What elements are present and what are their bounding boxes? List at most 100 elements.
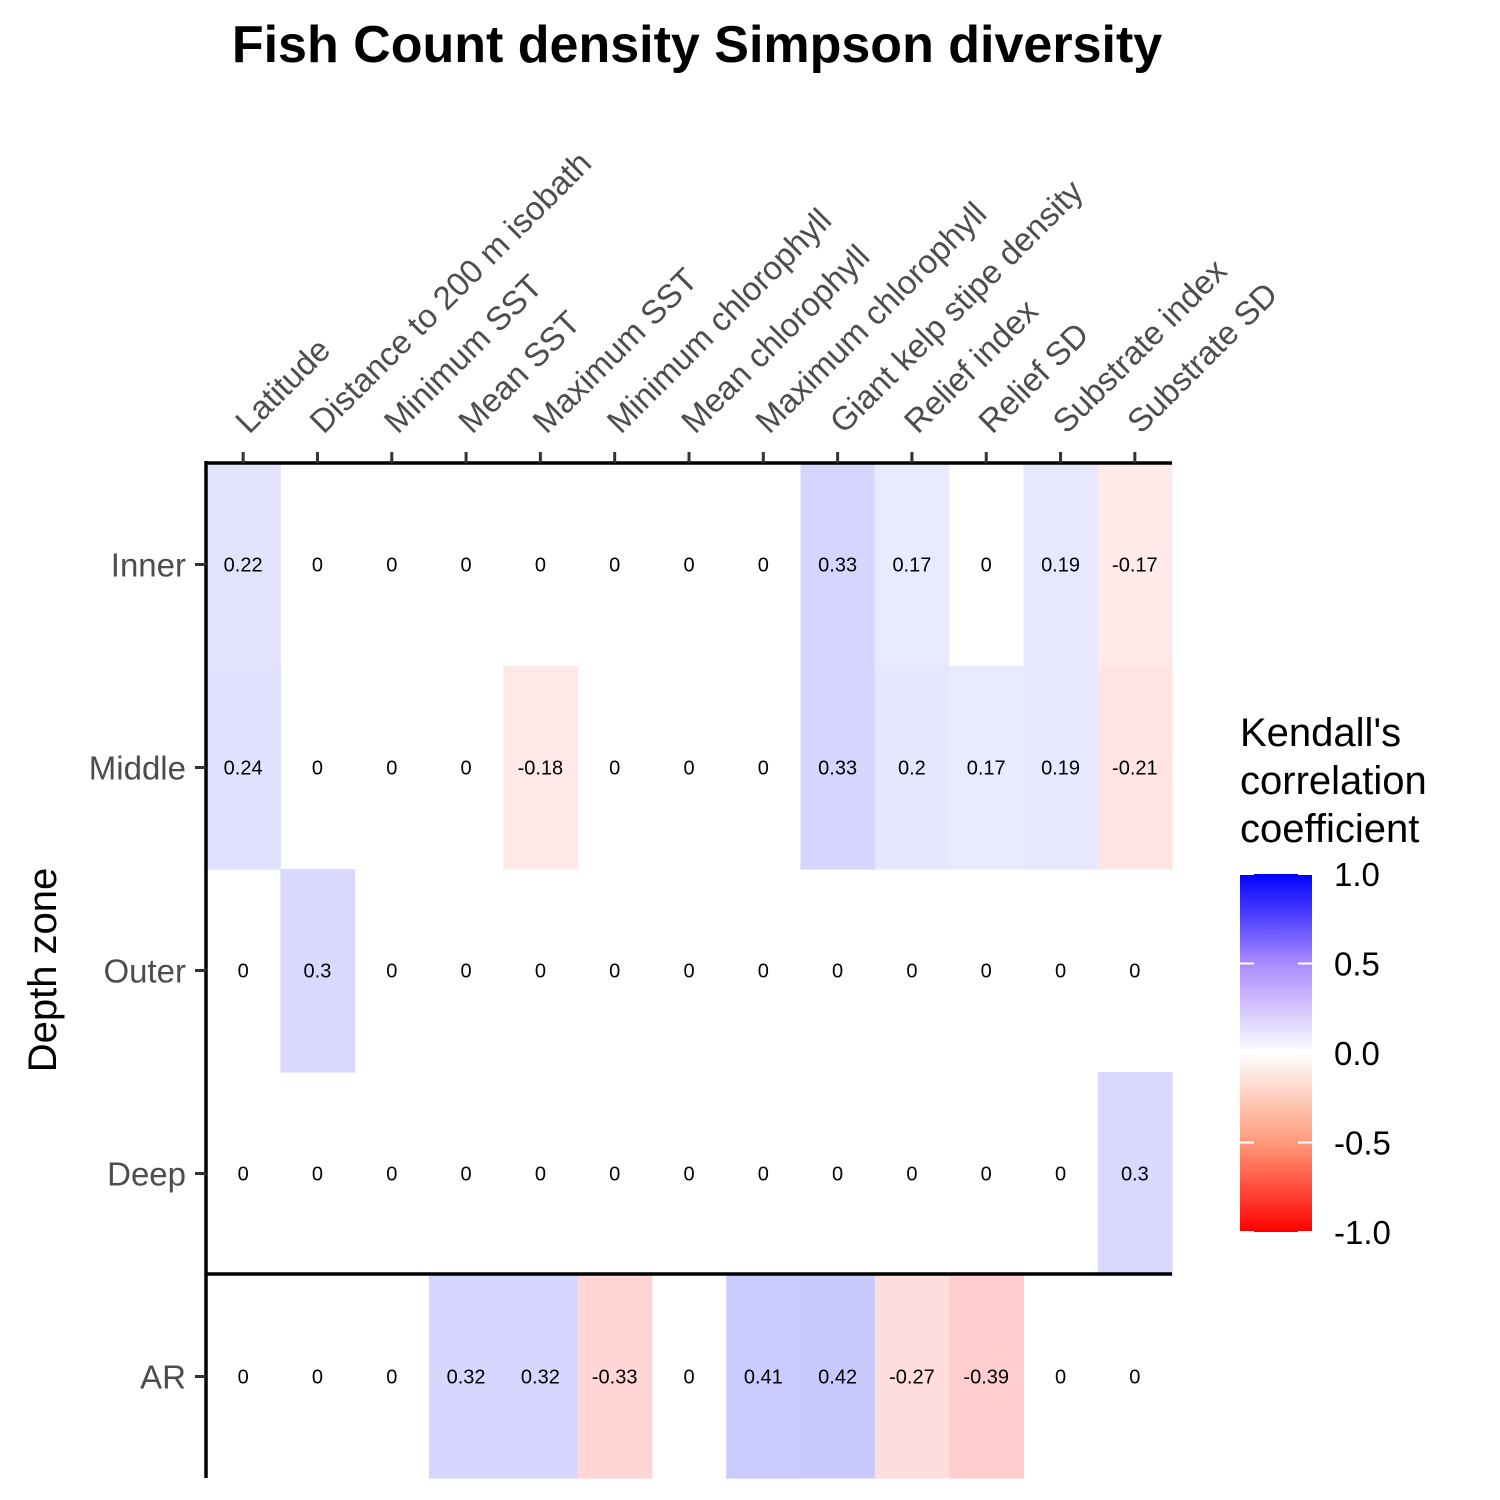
cell-value-label: -0.17 <box>1112 555 1158 577</box>
y-tick-label: Middle <box>89 750 186 787</box>
cell-value-label: 0 <box>1129 1367 1140 1389</box>
cell-value-label: 0 <box>312 555 323 577</box>
heatmap-cell <box>577 1275 653 1479</box>
cell-value-label: 0 <box>535 555 546 577</box>
cell-value-label: 0.41 <box>744 1367 783 1389</box>
heatmap-cell <box>206 666 281 870</box>
cell-value-label: 0 <box>906 961 917 983</box>
cell-value-label: 0 <box>683 961 694 983</box>
heatmap-cell <box>726 1275 802 1479</box>
heatmap-cell <box>800 1275 876 1479</box>
cell-value-label: 0 <box>386 758 397 780</box>
cell-value-label: 0 <box>238 961 249 983</box>
legend-title-line-1: Kendall's <box>1240 711 1401 755</box>
cell-value-label: 0 <box>609 555 620 577</box>
heatmap-cell <box>874 1275 950 1479</box>
cell-value-label: 0 <box>312 1164 323 1186</box>
cell-value-label: 0.42 <box>818 1367 857 1389</box>
legend-tick-label: 0.5 <box>1334 946 1380 983</box>
cell-value-label: 0 <box>1055 1367 1066 1389</box>
cell-value-label: 0 <box>981 555 992 577</box>
cell-value-label: 0.32 <box>447 1367 486 1389</box>
cell-value-label: 0 <box>312 1367 323 1389</box>
cell-value-label: 0.17 <box>967 758 1006 780</box>
cell-value-label: 0.2 <box>898 758 926 780</box>
cell-value-label: 0.19 <box>1041 555 1080 577</box>
cell-value-label: -0.33 <box>592 1367 638 1389</box>
heatmap-cell <box>800 463 876 667</box>
cell-value-label: 0.24 <box>224 758 263 780</box>
heatmap-cell <box>206 463 281 667</box>
cell-value-label: 0 <box>386 961 397 983</box>
legend-ticks: 1.0 0.5 0.0 -0.5 -1.0 <box>1240 856 1391 1251</box>
heatmap-cell <box>800 666 876 870</box>
cell-value-label: 0 <box>535 1164 546 1186</box>
cell-value-label: 0 <box>609 1164 620 1186</box>
cell-value-label: 0 <box>238 1164 249 1186</box>
heatmap-cell <box>428 1275 504 1479</box>
heatmap-cell <box>1097 666 1173 870</box>
y-axis-title: Depth zone <box>21 868 65 1073</box>
heatmap-cell-labels: 0.22 0 0 0 0 0 0 0 0.33 0.17 0 0.19 -0.17 0.24 0 0 0 -0.1… <box>224 555 1158 1389</box>
cell-value-label: 0.17 <box>892 555 931 577</box>
cell-value-label: 0 <box>461 555 472 577</box>
cell-value-label: 0 <box>683 555 694 577</box>
heatmap-cell <box>280 869 356 1073</box>
cell-value-label: 0.33 <box>818 758 857 780</box>
cell-value-label: 0 <box>832 1164 843 1186</box>
cell-value-label: 0 <box>758 961 769 983</box>
cell-value-label: 0.22 <box>224 555 263 577</box>
y-tick-label: Deep <box>107 1156 186 1193</box>
y-tick-label: Inner <box>111 547 186 584</box>
chart-title: Fish Count density Simpson diversity <box>232 16 1162 74</box>
cell-value-label: 0 <box>758 1164 769 1186</box>
cell-value-label: 0 <box>981 961 992 983</box>
colorbar-legend: Kendall's correlation coefficient 1.0 0.5… <box>1240 711 1427 1251</box>
heatmap-cell <box>874 463 950 667</box>
cell-value-label: 0 <box>758 758 769 780</box>
cell-value-label: -0.39 <box>963 1367 1009 1389</box>
cell-value-label: 0 <box>535 961 546 983</box>
cell-value-label: 0 <box>238 1367 249 1389</box>
cell-value-label: -0.21 <box>1112 758 1158 780</box>
legend-tick-label: 1.0 <box>1334 856 1380 893</box>
cell-value-label: -0.18 <box>518 758 564 780</box>
legend-tick-label: 0.0 <box>1334 1035 1380 1072</box>
heatmap-cell <box>949 666 1024 870</box>
cell-value-label: 0 <box>386 1367 397 1389</box>
heatmap-cell <box>1023 666 1099 870</box>
cell-value-label: 0 <box>609 961 620 983</box>
heatmap-cell <box>874 666 950 870</box>
cell-value-label: 0 <box>906 1164 917 1186</box>
cell-value-label: 0 <box>683 1367 694 1389</box>
cell-value-label: 0.32 <box>521 1367 560 1389</box>
cell-value-label: 0.33 <box>818 555 857 577</box>
cell-value-label: 0.3 <box>304 961 332 983</box>
cell-value-label: -0.27 <box>889 1367 935 1389</box>
heatmap-cells <box>206 463 1173 1479</box>
cell-value-label: 0 <box>683 1164 694 1186</box>
cell-value-label: 0 <box>312 758 323 780</box>
heatmap-cell <box>503 666 579 870</box>
heatmap-cell <box>1097 463 1173 667</box>
legend-tick-label: -1.0 <box>1334 1214 1391 1251</box>
y-tick-label: AR <box>140 1359 186 1396</box>
heatmap-cell <box>1097 1072 1173 1276</box>
cell-value-label: 0 <box>461 758 472 780</box>
cell-value-label: 0 <box>386 555 397 577</box>
legend-title-line-3: coefficient <box>1240 807 1419 851</box>
cell-value-label: 0.3 <box>1121 1164 1149 1186</box>
legend-title-line-2: correlation <box>1240 759 1427 803</box>
cell-value-label: 0 <box>1129 961 1140 983</box>
cell-value-label: 0 <box>1055 1164 1066 1186</box>
cell-value-label: 0 <box>386 1164 397 1186</box>
cell-value-label: 0 <box>832 961 843 983</box>
heatmap-cell <box>949 1275 1024 1479</box>
cell-value-label: 0 <box>758 555 769 577</box>
cell-value-label: 0.19 <box>1041 758 1080 780</box>
y-axis-ticks: Inner Middle Outer Deep AR <box>89 547 206 1396</box>
y-tick-label: Outer <box>103 953 186 990</box>
cell-value-label: 0 <box>683 758 694 780</box>
